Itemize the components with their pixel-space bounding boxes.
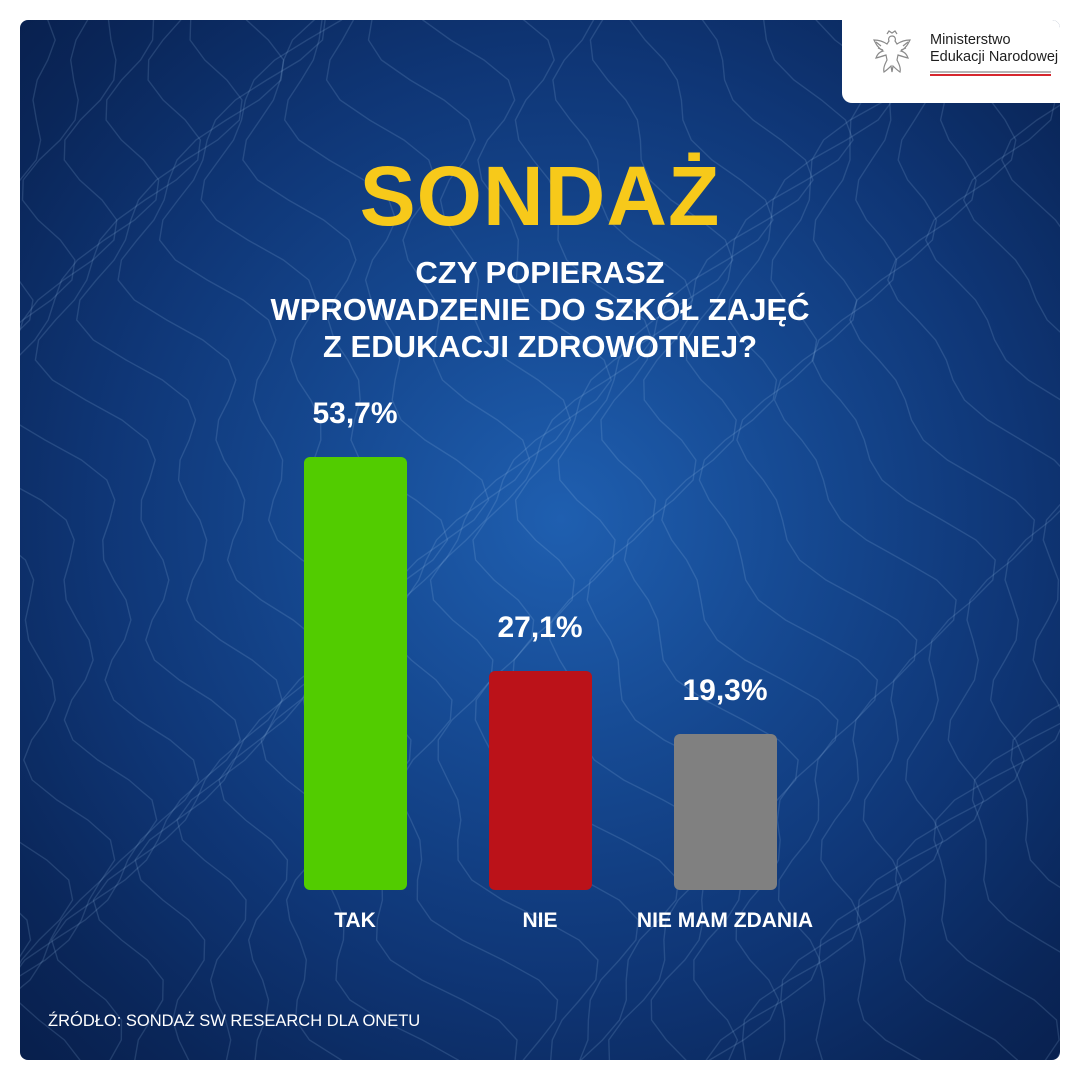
ministry-name-line2: Edukacji Narodowej xyxy=(930,49,1059,65)
contour-line xyxy=(962,20,1060,1060)
contour-line xyxy=(511,20,694,1060)
contour-line xyxy=(75,20,283,1060)
bar-category-label: TAK xyxy=(334,909,376,932)
contour-line xyxy=(20,20,158,977)
bar-0 xyxy=(303,457,407,890)
bar-2 xyxy=(673,734,777,890)
contour-line xyxy=(849,20,1036,1060)
bar-value-label: 27,1% xyxy=(497,611,583,645)
ministry-name: Ministerstwo Edukacji Narodowej xyxy=(930,32,1058,66)
contour-line xyxy=(283,20,490,1060)
bar-1 xyxy=(488,671,592,890)
source-note: ŹRÓDŁO: SONDAŻ SW RESEARCH DLA ONETU xyxy=(48,1012,421,1030)
contour-line xyxy=(421,20,612,1060)
contour-line xyxy=(367,20,572,1060)
contour-line xyxy=(117,20,325,1060)
logo-gray-stripe xyxy=(930,71,1051,73)
contour-line xyxy=(325,20,531,1060)
contour-line xyxy=(623,20,814,1060)
poll-graphic: Ministerstwo Edukacji Narodowej SONDAŻ C… xyxy=(20,20,1060,1060)
contour-line xyxy=(158,20,366,1060)
contour-line xyxy=(472,20,653,1060)
contour-line xyxy=(773,20,973,1060)
question-line: WPROWADZENIE DO SZKÓŁ ZAJĘĆ xyxy=(270,292,810,327)
poll-title: SONDAŻ xyxy=(359,149,721,243)
contour-line xyxy=(586,20,774,1060)
bar-value-label: 19,3% xyxy=(682,674,768,708)
contour-line xyxy=(736,20,934,1060)
contour-line xyxy=(20,20,200,1060)
contour-lines-background xyxy=(20,20,1060,1060)
contour-line xyxy=(661,20,854,1060)
ministry-logo: Ministerstwo Edukacji Narodowej xyxy=(842,20,1060,103)
contour-line xyxy=(20,20,116,990)
bar-value-label: 53,7% xyxy=(312,397,398,430)
contour-line xyxy=(242,20,449,1060)
contour-line xyxy=(34,20,242,1060)
ministry-name-line1: Ministerstwo xyxy=(930,32,1011,48)
contour-line xyxy=(1001,104,1060,889)
question-line: Z EDUKACJI ZDROWOTNEJ? xyxy=(323,329,757,364)
question-line: CZY POPIERASZ xyxy=(415,255,665,290)
contour-line xyxy=(698,20,894,1060)
bar-chart: 53,7% TAK 27,1% NIE 19,3% NIE MAM ZDANIA xyxy=(20,20,1060,1060)
contour-line xyxy=(887,20,1060,1060)
eagle-emblem-icon xyxy=(873,30,911,73)
contour-line xyxy=(924,20,1060,1060)
contour-line xyxy=(20,20,74,965)
bar-category-label: NIE xyxy=(522,909,558,932)
logo-red-stripe xyxy=(930,74,1051,76)
poll-question: CZY POPIERASZ WPROWADZENIE DO SZKÓŁ ZAJĘ… xyxy=(20,254,1060,365)
contour-line xyxy=(811,20,996,1060)
bar-category-label: NIE MAM ZDANIA xyxy=(636,909,814,932)
contour-line xyxy=(549,20,734,1060)
